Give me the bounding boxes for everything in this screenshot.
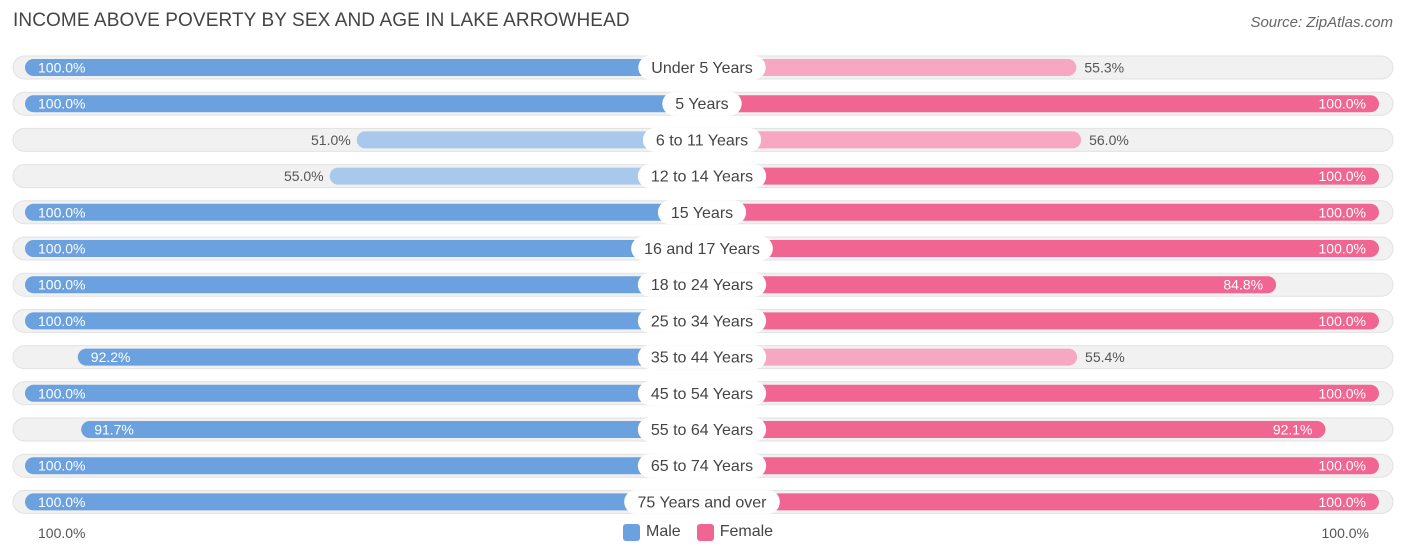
category-pill [638,55,766,80]
male-bar [25,457,702,475]
category-label: 55 to 64 Years [651,422,753,439]
male-bar [25,59,702,76]
axis-left-label: 100.0% [38,525,86,541]
female-bar [702,203,1379,221]
category-label: 18 to 24 Years [651,277,753,294]
female-value-label: 100.0% [1319,494,1366,510]
category-pill [637,164,767,189]
male-value-label: 51.0% [311,132,351,148]
female-value-label: 100.0% [1319,168,1366,184]
source-note: Source: ZipAtlas.com [1250,14,1393,31]
female-bar [702,59,1077,76]
male-bar [25,276,702,294]
male-bar [77,348,702,366]
female-value-label: 55.3% [1084,60,1124,76]
female-bar [702,167,1379,185]
category-label: 25 to 34 Years [651,313,753,330]
male-bar [25,203,702,221]
category-pill [637,308,767,333]
female-bar [702,312,1379,330]
category-label: 16 and 17 Years [644,241,760,258]
category-pill [637,417,767,442]
chart-title: INCOME ABOVE POVERTY BY SEX AND AGE IN L… [13,10,630,31]
legend-item-female: Female [696,523,774,541]
category-label: Under 5 Years [651,60,752,77]
female-bar [702,240,1379,257]
male-value-label: 92.2% [91,349,131,365]
male-value-label: 100.0% [38,494,85,510]
male-bar [356,131,702,149]
category-pill [642,127,762,152]
legend: Male Female [623,523,789,541]
male-value-label: 100.0% [38,204,85,220]
male-bar [81,421,703,438]
male-value-label: 100.0% [38,241,85,257]
legend-item-male: Male [623,523,681,541]
category-label: 12 to 14 Years [651,169,753,186]
category-pill [624,489,780,514]
male-value-label: 55.0% [284,168,324,184]
category-label: 45 to 54 Years [651,386,753,403]
category-label: 15 Years [671,205,733,222]
category-pill [631,236,773,261]
female-bar [702,421,1326,438]
male-bar [25,95,702,113]
female-value-label: 56.0% [1089,132,1129,148]
category-pill [637,453,767,478]
male-bar [25,240,702,257]
female-value-label: 92.1% [1273,422,1313,438]
category-pill [662,91,742,116]
female-bar [702,95,1379,113]
category-pill [637,272,767,297]
female-bar [702,348,1078,366]
legend-label-female: Female [719,523,774,540]
male-value-label: 100.0% [38,385,85,401]
female-value-label: 100.0% [1319,458,1366,474]
male-value-label: 100.0% [38,60,85,76]
female-bar [702,276,1277,294]
female-bar [702,131,1082,149]
category-pill [637,381,767,406]
legend-label-male: Male [646,523,681,540]
female-bar [702,384,1379,402]
male-value-label: 100.0% [38,277,85,293]
legend-swatch-male [623,523,640,541]
female-value-label: 55.4% [1085,349,1125,365]
male-bar [25,312,702,330]
bar-chart: 100.0% 55.3% Under 5 Years 100.0% 100.0% 5 Ye… [12,55,1394,514]
male-value-label: 100.0% [38,313,85,329]
male-value-label: 91.7% [94,422,134,438]
male-bar [25,384,702,402]
female-value-label: 84.8% [1223,277,1263,293]
female-value-label: 100.0% [1319,313,1366,329]
female-bar [702,493,1379,511]
female-value-label: 100.0% [1319,96,1366,112]
category-label: 65 to 74 Years [651,458,753,475]
female-value-label: 100.0% [1319,385,1366,401]
legend-swatch-female [696,523,714,541]
category-pill [657,200,747,225]
male-value-label: 100.0% [38,458,85,474]
axis-right-label: 100.0% [1321,525,1369,541]
category-label: 6 to 11 Years [656,132,748,149]
female-bar [702,457,1379,475]
female-value-label: 100.0% [1319,241,1366,257]
male-value-label: 100.0% [38,96,85,112]
category-pill [637,345,767,370]
category-label: 75 Years and over [638,494,768,511]
category-label: 5 Years [675,96,728,113]
female-value-label: 100.0% [1319,204,1366,220]
male-bar [329,167,702,185]
category-label: 35 to 44 Years [651,350,753,367]
male-bar [25,493,702,511]
